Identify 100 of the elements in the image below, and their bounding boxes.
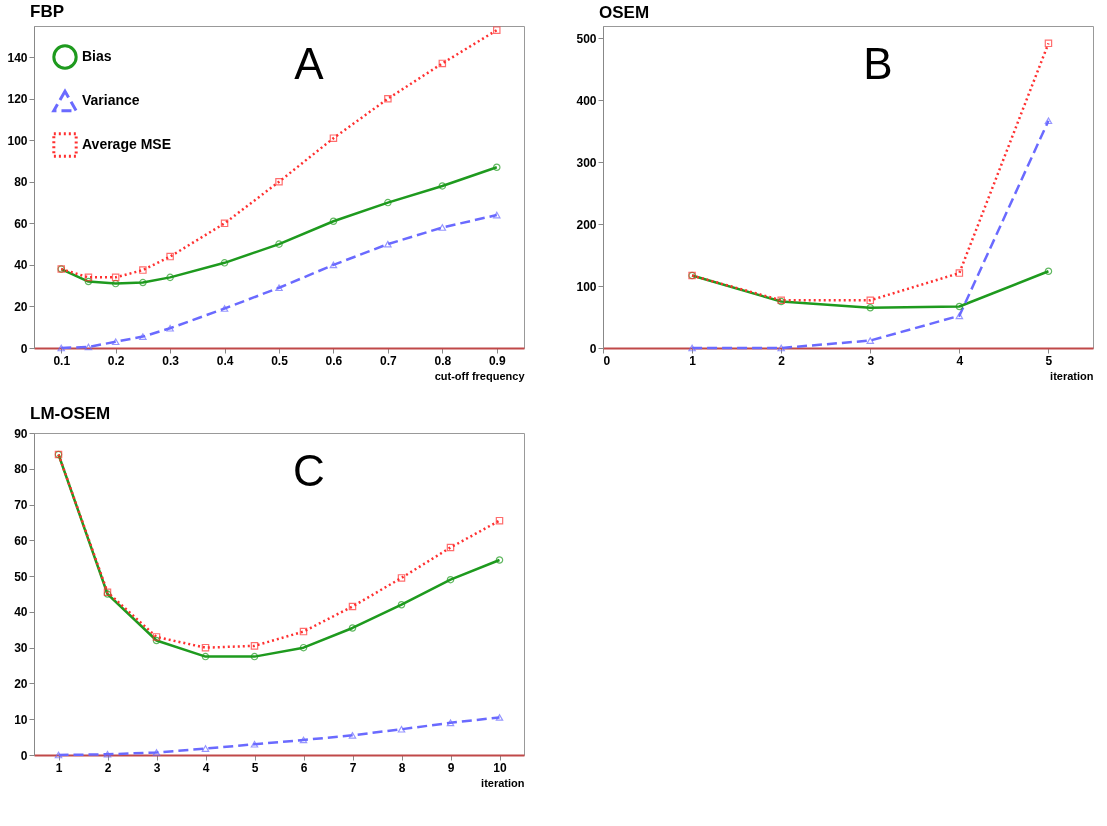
point [493,26,501,34]
x-tick-label: 2 [778,353,786,368]
point [220,305,229,312]
point [139,278,147,287]
point [348,731,357,739]
y-tick-label: 300 [576,155,597,170]
x-tick-label: 0.1 [53,353,71,368]
point [1044,39,1053,48]
point [495,714,504,721]
y-tick-label: 120 [7,92,28,107]
point [1044,267,1053,275]
point [166,324,174,332]
point [1044,117,1053,125]
point [348,602,357,611]
x-tick-label: 0.3 [162,353,180,368]
x-tick-label: 2 [104,760,112,775]
point [54,751,63,759]
x-tick-label: 0.5 [271,353,289,368]
point [384,240,392,248]
point [688,344,696,352]
point [955,312,964,320]
x-tick-label: 0.9 [488,353,506,368]
chart-title: OSEM [599,3,650,22]
point [348,624,357,632]
point [866,337,875,344]
point [84,277,93,286]
point [275,178,283,186]
point [111,273,120,282]
point [955,269,964,277]
point [201,652,210,661]
x-axis-title: cut-off frequency [434,369,526,382]
x-tick-label: 0.6 [325,353,343,368]
point [152,636,161,645]
annotation: A [294,39,325,88]
point [220,219,229,228]
x-tick-label: 10 [493,760,507,775]
point [397,725,406,733]
x-tick-label: 3 [153,760,161,775]
x-tick-label: 0.2 [107,353,125,368]
chart-title: LM-OSEM [30,404,111,423]
point [139,333,147,340]
x-tick-label: 5 [251,760,259,775]
x-tick-label: 0 [603,353,611,368]
x-tick-label: 3 [867,353,875,368]
x-tick-label: 0.8 [434,353,452,368]
point [495,556,504,564]
y-tick-label: 40 [14,605,28,620]
x-tick-label: 4 [202,760,210,775]
x-tick-label: 7 [349,760,357,775]
point [250,652,259,661]
x-tick-label: 6 [300,760,308,775]
y-tick-label: 30 [14,641,28,656]
y-tick-label: 400 [576,93,597,108]
point [220,259,229,267]
point [397,600,406,609]
point [329,217,338,226]
point [299,736,308,744]
x-axis-title: iteration [481,776,525,789]
point [166,252,174,261]
point [955,302,964,311]
point [84,343,93,351]
y-tick-label: 50 [14,569,28,584]
point [166,273,174,282]
point [152,633,161,641]
point [866,303,875,312]
x-tick-label: 8 [398,760,406,775]
y-tick-label: 80 [14,462,28,477]
point [329,261,338,269]
x-axis-title: iteration [1050,369,1094,382]
point [866,296,875,305]
point [777,344,785,352]
y-tick-label: 20 [14,676,28,691]
point [111,279,120,288]
x-tick-label: 1 [689,353,697,368]
point [329,134,338,142]
point [250,642,259,650]
point [495,516,504,525]
point [250,740,259,748]
point [201,745,210,752]
x-tick-label: 5 [1045,353,1053,368]
point [384,94,392,103]
y-tick-label: 40 [14,258,28,273]
y-tick-label: 80 [14,175,28,190]
y-tick-label: 60 [14,533,28,548]
x-tick-label: 0.4 [216,353,234,368]
point [446,575,455,584]
x-tick-label: 4 [956,353,964,368]
legend-label: Variance [82,92,140,108]
point [384,198,392,207]
point [446,719,455,727]
y-tick-label: 200 [576,217,597,232]
y-tick-label: 90 [14,426,28,441]
point [299,643,308,652]
point [111,338,120,346]
point [438,59,447,68]
y-tick-label: 100 [7,133,28,148]
y-tick-label: 60 [14,216,28,231]
y-tick-label: 0 [20,748,28,763]
point [493,211,501,219]
point [438,224,447,231]
